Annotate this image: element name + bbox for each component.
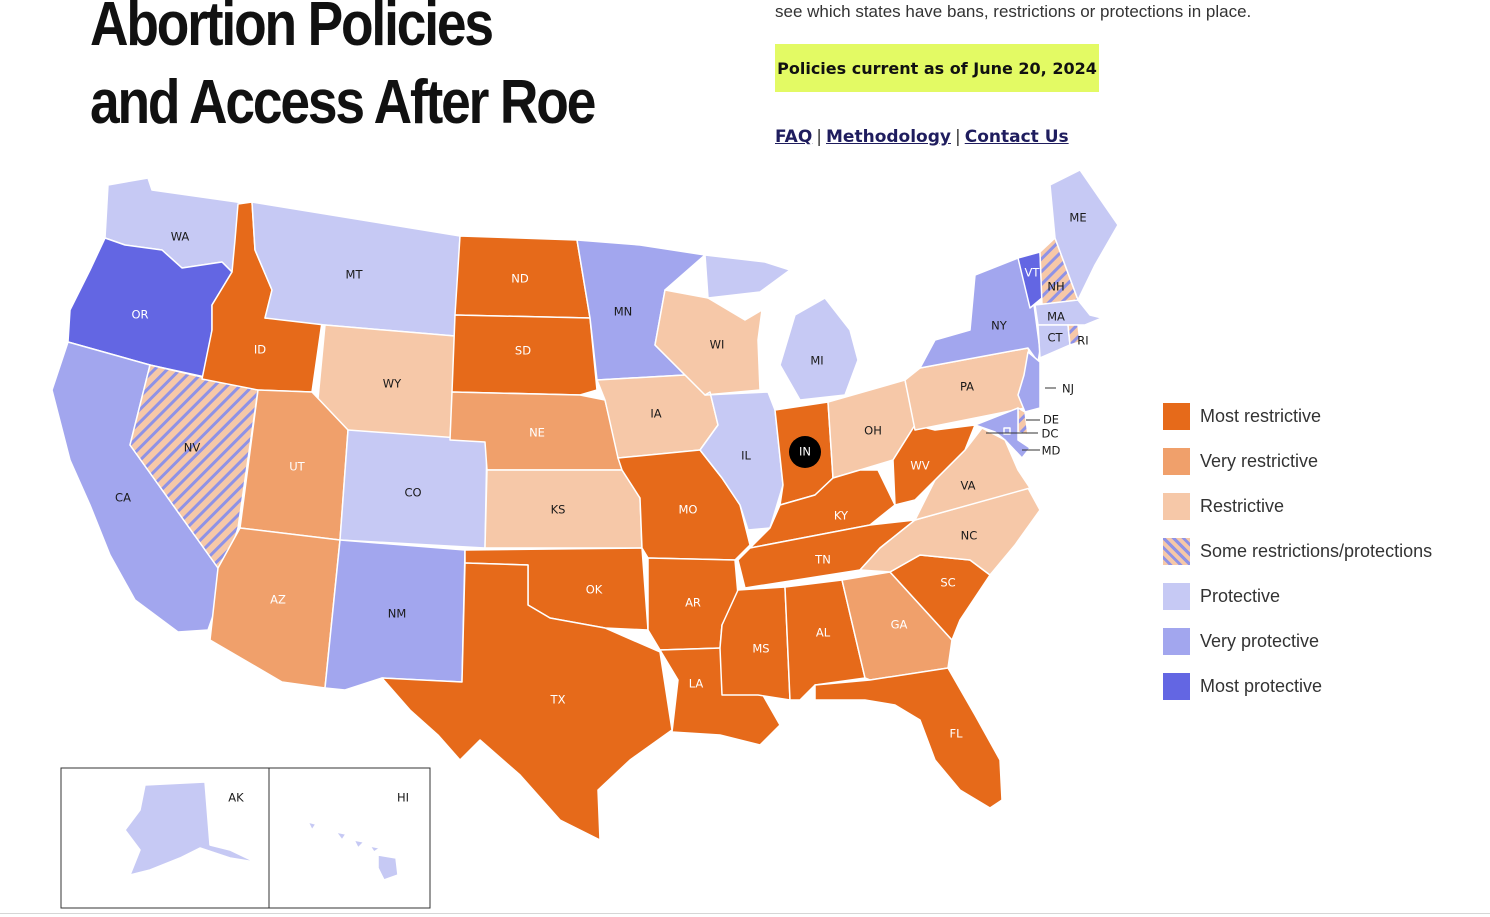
state-hi[interactable] bbox=[307, 821, 399, 881]
legend-swatch bbox=[1163, 538, 1190, 565]
page-title-line-1: Abortion Policies bbox=[90, 0, 494, 59]
state-co[interactable] bbox=[339, 429, 488, 549]
faq-link[interactable]: FAQ bbox=[775, 127, 813, 147]
legend-label: Some restrictions/protections bbox=[1200, 541, 1433, 561]
intro-text: see which states have bans, restrictions… bbox=[775, 2, 1252, 21]
in-highlight-marker bbox=[789, 436, 821, 468]
link-separator: | bbox=[816, 127, 823, 147]
legend-label: Restrictive bbox=[1200, 496, 1285, 516]
hawaii-inset-frame bbox=[268, 767, 431, 909]
state-nd[interactable] bbox=[454, 235, 591, 319]
state-il[interactable] bbox=[699, 391, 784, 531]
state-va[interactable] bbox=[877, 427, 1031, 521]
label-nj: NJ bbox=[1062, 382, 1074, 396]
info-links: FAQ | Methodology | Contact Us bbox=[775, 127, 1069, 147]
legend-swatch bbox=[1163, 583, 1190, 610]
policy-date-text: Policies current as of June 20, 2024 bbox=[777, 58, 1097, 78]
legend-label: Very restrictive bbox=[1200, 451, 1319, 471]
state-nc[interactable] bbox=[859, 487, 1041, 576]
legend-item-protective[interactable]: Protective bbox=[1163, 574, 1432, 619]
state-mi[interactable] bbox=[704, 254, 859, 401]
legend-item-very-protective[interactable]: Very protective bbox=[1163, 619, 1432, 664]
legend-item-restrictive[interactable]: Restrictive bbox=[1163, 484, 1432, 529]
state-wi[interactable] bbox=[654, 289, 763, 396]
legend-label: Very protective bbox=[1200, 631, 1320, 651]
legend-item-most-protective[interactable]: Most protective bbox=[1163, 664, 1432, 709]
legend-swatch bbox=[1163, 628, 1190, 655]
state-ak[interactable] bbox=[124, 781, 256, 876]
map-legend: Most restrictive Very restrictive Restri… bbox=[1163, 394, 1432, 709]
legend-item-most-restrictive[interactable]: Most restrictive bbox=[1163, 394, 1432, 439]
methodology-link[interactable]: Methodology bbox=[826, 127, 951, 147]
legend-label: Most protective bbox=[1200, 676, 1323, 696]
legend-item-some-restrictions-protections[interactable]: Some restrictions/protections bbox=[1163, 529, 1432, 574]
state-dc[interactable] bbox=[1003, 427, 1011, 435]
state-mt[interactable] bbox=[251, 201, 461, 337]
state-ri[interactable] bbox=[1067, 324, 1081, 346]
legend-item-very-restrictive[interactable]: Very restrictive bbox=[1163, 439, 1432, 484]
legend-label: Most restrictive bbox=[1200, 406, 1322, 426]
state-ct[interactable] bbox=[1037, 324, 1071, 359]
state-ks[interactable] bbox=[484, 469, 643, 549]
label-md: MD bbox=[1042, 444, 1061, 458]
legend-label: Protective bbox=[1200, 586, 1281, 606]
label-de: DE bbox=[1043, 413, 1059, 427]
state-tx[interactable] bbox=[381, 562, 673, 841]
state-nm[interactable] bbox=[324, 539, 466, 691]
legend-swatch bbox=[1163, 448, 1190, 475]
page-title: Abortion Policies and Access After Roe bbox=[90, 0, 596, 142]
state-ut[interactable] bbox=[239, 389, 349, 541]
legend-swatch bbox=[1163, 403, 1190, 430]
page-title-line-2: and Access After Roe bbox=[90, 68, 596, 137]
contact-us-link[interactable]: Contact Us bbox=[964, 127, 1069, 147]
link-separator: | bbox=[954, 127, 961, 147]
state-ma[interactable] bbox=[1034, 299, 1103, 326]
label-dc: DC bbox=[1042, 427, 1059, 441]
state-fl[interactable] bbox=[814, 667, 1003, 809]
bottom-divider bbox=[0, 913, 1490, 914]
state-sd[interactable] bbox=[451, 314, 598, 396]
policy-date-badge: Policies current as of June 20, 2024 bbox=[775, 44, 1099, 92]
legend-swatch bbox=[1163, 673, 1190, 700]
legend-swatch bbox=[1163, 493, 1190, 520]
state-az[interactable] bbox=[209, 527, 341, 689]
